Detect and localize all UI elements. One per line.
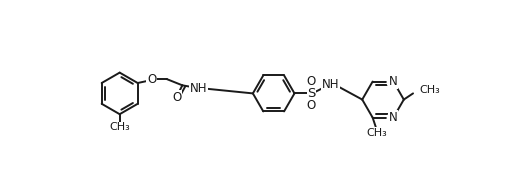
Text: O: O — [307, 99, 316, 112]
Text: NH: NH — [322, 78, 340, 91]
Text: O: O — [307, 75, 316, 88]
Text: O: O — [147, 73, 156, 86]
Text: NH: NH — [190, 82, 208, 95]
Text: CH₃: CH₃ — [109, 122, 130, 132]
Text: S: S — [307, 87, 316, 100]
Text: CH₃: CH₃ — [419, 85, 440, 95]
Text: N: N — [389, 75, 398, 88]
Text: N: N — [389, 111, 398, 124]
Text: O: O — [172, 91, 182, 104]
Text: CH₃: CH₃ — [366, 128, 387, 138]
